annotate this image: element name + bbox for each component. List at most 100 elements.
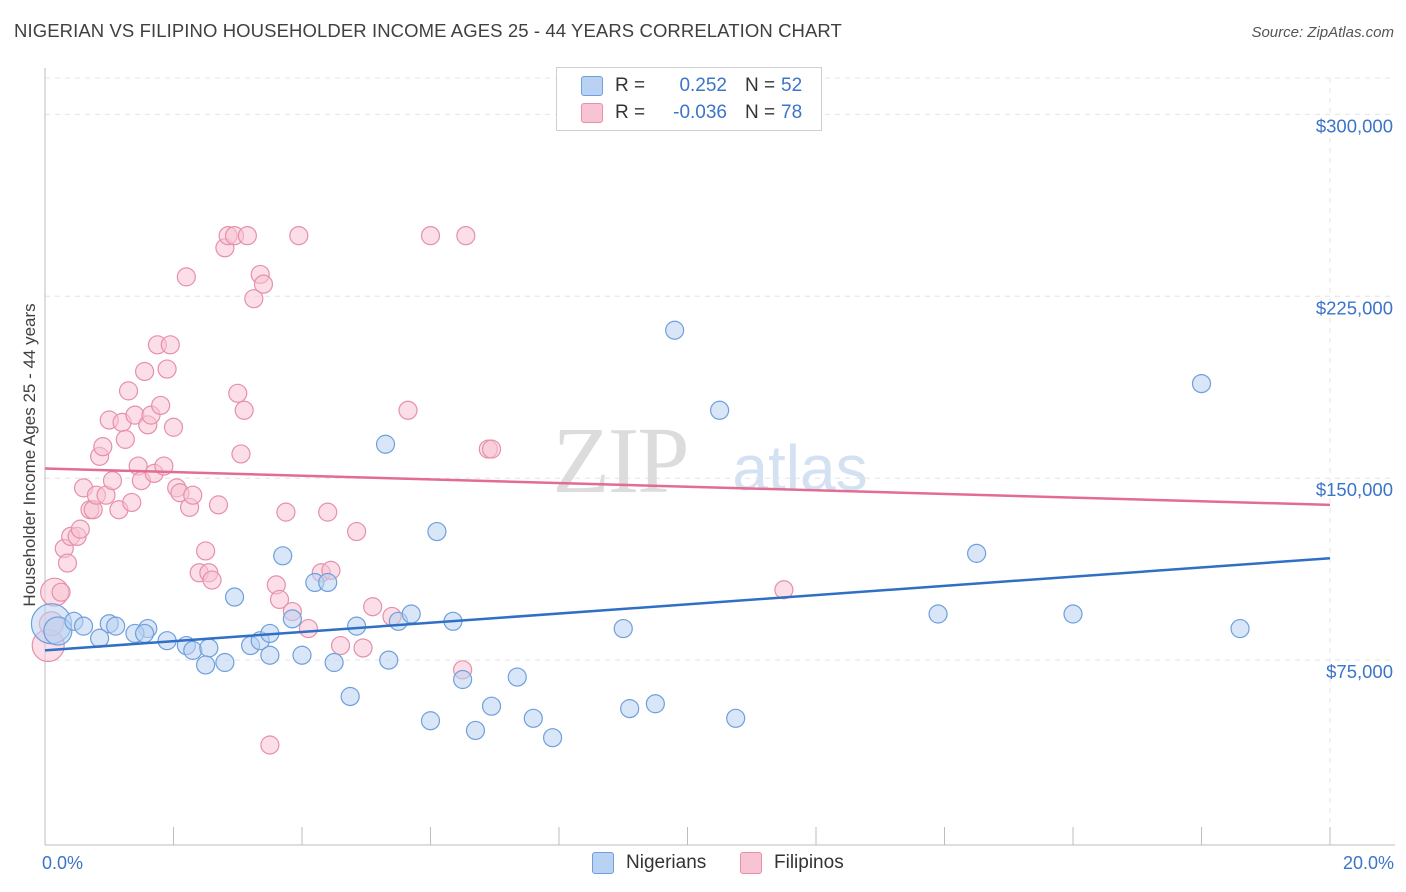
nigerian-point xyxy=(710,400,730,420)
nigerians-legend-swatch xyxy=(592,852,614,874)
filipino-point xyxy=(57,553,78,573)
filipino-point xyxy=(363,597,383,617)
filipino-point xyxy=(115,429,135,449)
filipino-point xyxy=(134,361,155,382)
nigerian-point xyxy=(453,669,473,690)
nigerian-point xyxy=(967,543,987,563)
filipino-point xyxy=(347,521,367,542)
nigerian-point xyxy=(196,655,216,675)
watermark-zip: ZIP xyxy=(553,409,688,513)
filipino-point xyxy=(318,502,338,522)
filipino-point xyxy=(51,582,71,602)
nigerian-point xyxy=(324,652,344,673)
r-value: 0.252 xyxy=(679,75,727,96)
gridlines xyxy=(45,77,1395,842)
filipino-point xyxy=(160,335,180,355)
trend-lines xyxy=(44,467,1331,652)
nigerian-point xyxy=(542,728,563,748)
nigerian-point xyxy=(224,587,245,607)
filipino-point xyxy=(269,589,290,610)
filipino-point xyxy=(202,570,222,590)
nigerian-point xyxy=(318,572,338,593)
nigerian-point xyxy=(1230,618,1250,639)
n-label: N = xyxy=(745,75,776,96)
r-value: -0.036 xyxy=(673,102,727,123)
filipino-point xyxy=(237,226,257,246)
r-label: R = xyxy=(615,75,646,96)
legend-label-nigerians: Nigerians xyxy=(626,852,707,873)
nigerian-point xyxy=(260,645,280,665)
nigerian-point xyxy=(420,711,441,731)
series-legend: Nigerians Filipinos xyxy=(0,850,1406,878)
nigerian-point xyxy=(481,696,502,716)
filipino-point xyxy=(774,580,794,600)
chart-title: NIGERIAN VS FILIPINO HOUSEHOLDER INCOME … xyxy=(14,20,842,41)
nigerian-point xyxy=(620,699,640,719)
filipino-point xyxy=(420,226,441,246)
y-tick-label: $225,000 xyxy=(1316,297,1393,318)
nigerians-trend-line xyxy=(44,556,1331,652)
nigerian-point xyxy=(282,609,302,629)
nigerian-point xyxy=(375,434,396,454)
nigerian-point xyxy=(645,694,665,714)
filipino-point xyxy=(208,495,229,515)
nigerian-point xyxy=(1063,604,1083,624)
nigerian-point xyxy=(613,618,633,639)
filipino-point xyxy=(70,519,90,539)
x-max-label: 20.0% xyxy=(1342,853,1394,873)
nigerian-point xyxy=(199,638,219,658)
n-label: N = xyxy=(745,102,776,123)
nigerian-point xyxy=(523,708,543,728)
legend-item-nigerians[interactable]: Nigerians xyxy=(592,852,706,874)
legend-label-filipinos: Filipinos xyxy=(774,852,844,873)
filipino-point xyxy=(244,289,264,309)
nigerian-point xyxy=(1191,374,1212,394)
x-min-label: 0.0% xyxy=(42,853,84,873)
nigerian-point xyxy=(379,650,399,670)
filipino-point xyxy=(163,417,184,437)
filipino-point xyxy=(253,274,274,294)
filipino-point xyxy=(122,492,142,513)
filipino-point xyxy=(93,437,113,457)
filipinos-trend-line xyxy=(44,467,1331,507)
nigerian-point xyxy=(134,623,155,644)
nigerian-point xyxy=(183,640,203,660)
nigerian-point xyxy=(90,628,110,648)
filipino-point xyxy=(118,381,139,401)
nigerian-point xyxy=(73,616,94,636)
nigerian-point xyxy=(726,708,746,728)
filipino-point xyxy=(276,502,296,522)
filipino-point xyxy=(157,359,177,379)
y-tick-labels: $75,000 $150,000 $225,000 $300,000 xyxy=(1316,115,1393,682)
filipinos-legend-swatch xyxy=(740,852,762,874)
filipino-point xyxy=(330,635,351,656)
filipino-point xyxy=(151,395,171,416)
stats-row-nigerians: R = 0.252 N = 52 xyxy=(581,73,802,99)
r-label: R = xyxy=(615,102,646,123)
n-value: 78 xyxy=(781,102,803,123)
legend-item-filipinos[interactable]: Filipinos xyxy=(740,852,844,874)
nigerians-swatch xyxy=(581,76,603,96)
filipino-point xyxy=(228,383,248,403)
filipino-point xyxy=(102,471,123,491)
filipino-point xyxy=(289,226,309,246)
filipino-point xyxy=(231,444,251,464)
nigerian-point xyxy=(273,546,293,566)
axes xyxy=(44,68,1395,846)
filipino-point xyxy=(298,618,319,639)
filipino-point xyxy=(183,485,203,505)
nigerian-point xyxy=(507,667,527,687)
nigerian-point xyxy=(465,720,486,741)
filipino-point xyxy=(456,226,476,246)
filipino-point xyxy=(260,735,280,755)
filipino-point xyxy=(176,267,196,287)
nigerian-point xyxy=(427,521,447,542)
filipino-point xyxy=(196,541,216,561)
data-points xyxy=(30,226,1250,755)
nigerian-point xyxy=(292,645,312,665)
watermark: ZIP atlas xyxy=(553,409,868,513)
stats-legend: R = 0.252 N = 52 R = -0.036 N = 78 xyxy=(556,67,822,131)
n-value: 52 xyxy=(781,75,803,96)
nigerian-point xyxy=(665,320,685,340)
